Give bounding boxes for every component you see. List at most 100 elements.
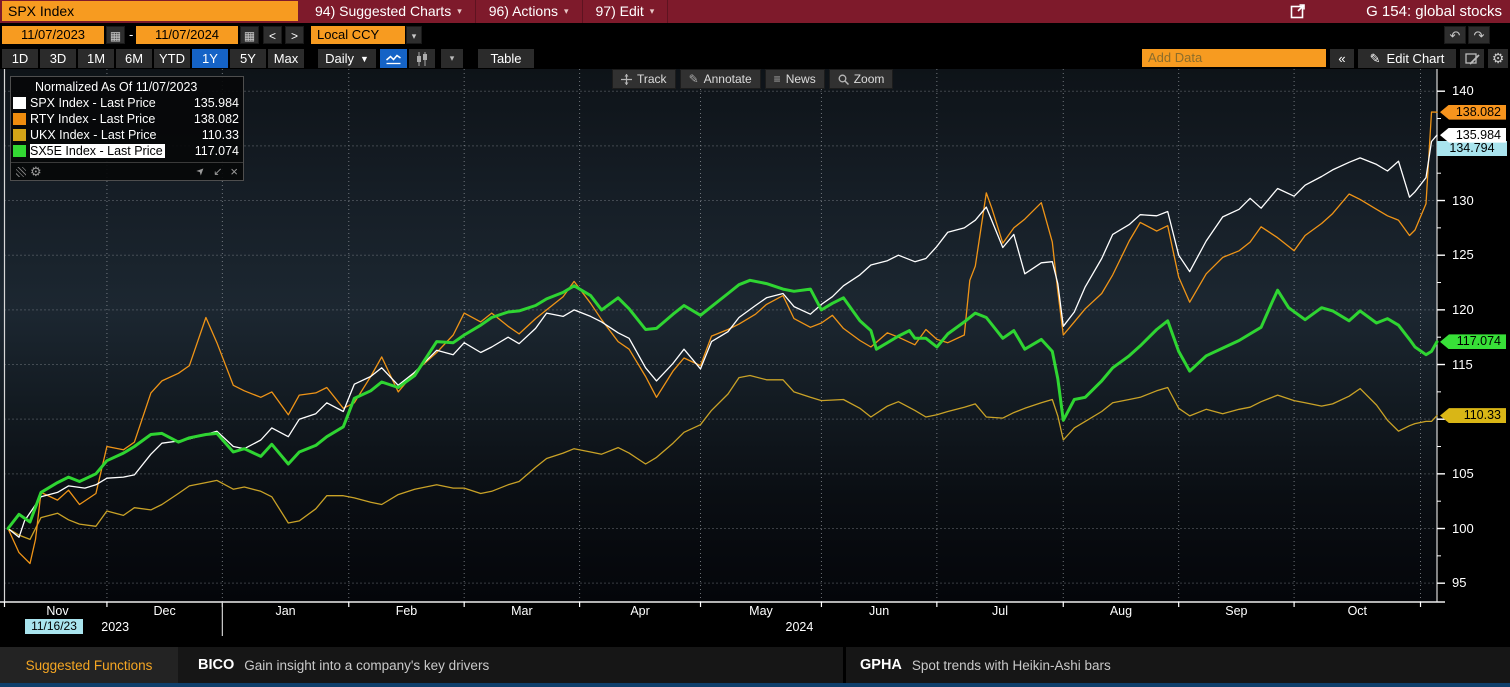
month-label-sep: Sep xyxy=(1225,604,1248,618)
undo-button[interactable]: ↶ xyxy=(1444,26,1466,44)
start-date-field[interactable]: 11/07/2023 xyxy=(2,26,104,44)
legend-series-value: 110.33 xyxy=(201,128,239,142)
frequency-dropdown-icon: ▼ xyxy=(359,53,369,64)
price-badge-110.33: 110.33 xyxy=(1440,408,1506,424)
menu-item-3[interactable]: 97) Edit ▾ xyxy=(583,0,669,23)
month-label-nov: Nov xyxy=(46,604,69,618)
series-spx xyxy=(7,134,1438,538)
menu-dropdown-icon: ▾ xyxy=(564,6,569,16)
legend-row-4[interactable]: SX5E Index - Last Price 117.074 xyxy=(11,143,243,159)
export-icon[interactable] xyxy=(1290,3,1306,19)
currency-select[interactable]: Local CCY xyxy=(311,26,405,44)
month-label-aug: Aug xyxy=(1109,604,1133,618)
price-badge-117.074: 117.074 xyxy=(1440,334,1506,350)
security-input[interactable]: SPX Index xyxy=(2,1,298,21)
edit-chart-label: Edit Chart xyxy=(1386,51,1445,66)
month-label-mar: Mar xyxy=(511,604,533,618)
frequency-label: Daily xyxy=(325,51,354,66)
line-chart-type-button[interactable] xyxy=(380,49,407,68)
month-label-feb: Feb xyxy=(395,604,418,618)
annotate-pencil-icon: ✎ xyxy=(688,72,699,86)
news-label: News xyxy=(785,72,816,86)
y-axis-label-105: 105 xyxy=(1452,465,1474,481)
bottom-accent-strip xyxy=(0,683,1510,687)
next-period-button[interactable]: > xyxy=(285,26,304,44)
legend-swatch xyxy=(13,129,26,141)
suggested-function-gpha[interactable]: GPHA Spot trends with Heikin-Ashi bars xyxy=(860,647,1111,683)
candle-chart-type-button[interactable] xyxy=(409,49,435,68)
month-label-jul: Jul xyxy=(992,604,1009,618)
month-label-jun: Jun xyxy=(869,604,890,618)
menu-item-1[interactable]: 94) Suggested Charts ▾ xyxy=(302,0,476,23)
y-axis-label-120: 120 xyxy=(1452,301,1474,317)
suggested-functions-bar: Suggested Functions BICO Gain insight int… xyxy=(0,647,1510,683)
legend-row-1[interactable]: SPX Index - Last Price 135.984 xyxy=(11,95,243,111)
zoom-button[interactable]: Zoom xyxy=(828,69,894,89)
chart-toolbar-row: 1D 3D 1M 6M YTD 1Y 5Y Max Daily ▼ ▾ Table Add D… xyxy=(0,47,1510,69)
chart-region: Track ✎ Annotate ≡ News Zoom Normalized … xyxy=(0,69,1510,642)
chart-settings-gear-button[interactable]: ⚙ xyxy=(1488,49,1508,68)
range-bar: 11/07/2023 ▦ - 11/07/2024 ▦ < > Local CC… xyxy=(0,23,1510,47)
price-badge-138.082: 138.082 xyxy=(1440,104,1506,120)
suggested-function-bico[interactable]: BICO Gain insight into a company's key dr… xyxy=(198,647,489,683)
news-lines-icon: ≡ xyxy=(773,72,781,86)
legend-rows: SPX Index - Last Price 135.984 RTY Index -… xyxy=(11,95,243,159)
frequency-select[interactable]: Daily ▼ xyxy=(318,49,376,68)
month-label-may: May xyxy=(749,604,773,618)
date-separator: - xyxy=(129,27,134,42)
legend-close-icon[interactable]: × xyxy=(230,164,238,179)
legend-series-value: 138.082 xyxy=(193,112,239,126)
month-label-jan: Jan xyxy=(275,604,296,618)
prev-period-button[interactable]: < xyxy=(263,26,282,44)
chart-annotation-settings-button[interactable] xyxy=(1460,49,1484,68)
legend-row-3[interactable]: UKX Index - Last Price 110.33 xyxy=(11,127,243,143)
end-date-field[interactable]: 11/07/2024 xyxy=(136,26,238,44)
range-tab-1y[interactable]: 1Y xyxy=(192,49,228,68)
chart-type-dropdown[interactable]: ▾ xyxy=(441,49,463,68)
end-calendar-icon[interactable]: ▦ xyxy=(240,26,259,44)
function-code: GPHA xyxy=(860,657,902,673)
range-tabs: 1D 3D 1M 6M YTD 1Y 5Y Max xyxy=(2,49,304,68)
chart-float-toolbar: Track ✎ Annotate ≡ News Zoom xyxy=(612,69,894,89)
range-tab-max[interactable]: Max xyxy=(268,49,304,68)
legend-series-label: SX5E Index - Last Price xyxy=(30,144,165,158)
legend-pin-icon[interactable]: ➤ xyxy=(194,164,208,179)
legend-resize-handle[interactable] xyxy=(16,166,26,177)
month-label-oct: Oct xyxy=(1347,604,1368,618)
legend-series-label: SPX Index - Last Price xyxy=(30,96,156,110)
range-tab-ytd[interactable]: YTD xyxy=(154,49,190,68)
currency-dropdown-icon[interactable]: ▾ xyxy=(406,26,422,44)
annotate-button[interactable]: ✎ Annotate xyxy=(679,69,761,89)
start-calendar-icon[interactable]: ▦ xyxy=(106,26,125,44)
range-tab-1m[interactable]: 1M xyxy=(78,49,114,68)
legend-footer: ⚙ ➤ ↙ × xyxy=(11,162,243,180)
legend-panel[interactable]: Normalized As Of 11/07/2023 SPX Index - … xyxy=(10,76,244,181)
series-ukx xyxy=(7,374,1438,541)
range-tab-1d[interactable]: 1D xyxy=(2,49,38,68)
table-button[interactable]: Table xyxy=(478,49,534,68)
collapse-panel-button[interactable]: « xyxy=(1330,49,1354,68)
panel-title: G 154: global stocks xyxy=(1366,3,1502,20)
add-data-input[interactable]: Add Data xyxy=(1142,49,1326,67)
month-label-apr: Apr xyxy=(630,604,650,618)
suggested-functions-label[interactable]: Suggested Functions xyxy=(0,647,178,683)
legend-minimize-icon[interactable]: ↙ xyxy=(213,166,223,178)
menu-item-2[interactable]: 96) Actions ▾ xyxy=(476,0,583,23)
legend-series-label: UKX Index - Last Price xyxy=(30,128,157,142)
legend-swatch xyxy=(13,113,26,125)
legend-row-2[interactable]: RTY Index - Last Price 138.082 xyxy=(11,111,243,127)
y-axis-label-125: 125 xyxy=(1452,247,1474,263)
chart-edit-icon xyxy=(1464,53,1480,65)
range-tab-5y[interactable]: 5Y xyxy=(230,49,266,68)
range-tab-3d[interactable]: 3D xyxy=(40,49,76,68)
edit-chart-button[interactable]: ✎ Edit Chart xyxy=(1358,49,1456,68)
redo-button[interactable]: ↷ xyxy=(1468,26,1490,44)
range-tab-6m[interactable]: 6M xyxy=(116,49,152,68)
function-description: Gain insight into a company's key driver… xyxy=(244,657,490,673)
news-button[interactable]: ≡ News xyxy=(764,69,825,89)
legend-gear-icon[interactable]: ⚙ xyxy=(30,163,42,179)
price-chart[interactable] xyxy=(0,69,1510,642)
track-button[interactable]: Track xyxy=(612,69,676,89)
crosshair-icon xyxy=(621,73,632,85)
menu-item-label: 94) Suggested Charts xyxy=(315,3,452,19)
